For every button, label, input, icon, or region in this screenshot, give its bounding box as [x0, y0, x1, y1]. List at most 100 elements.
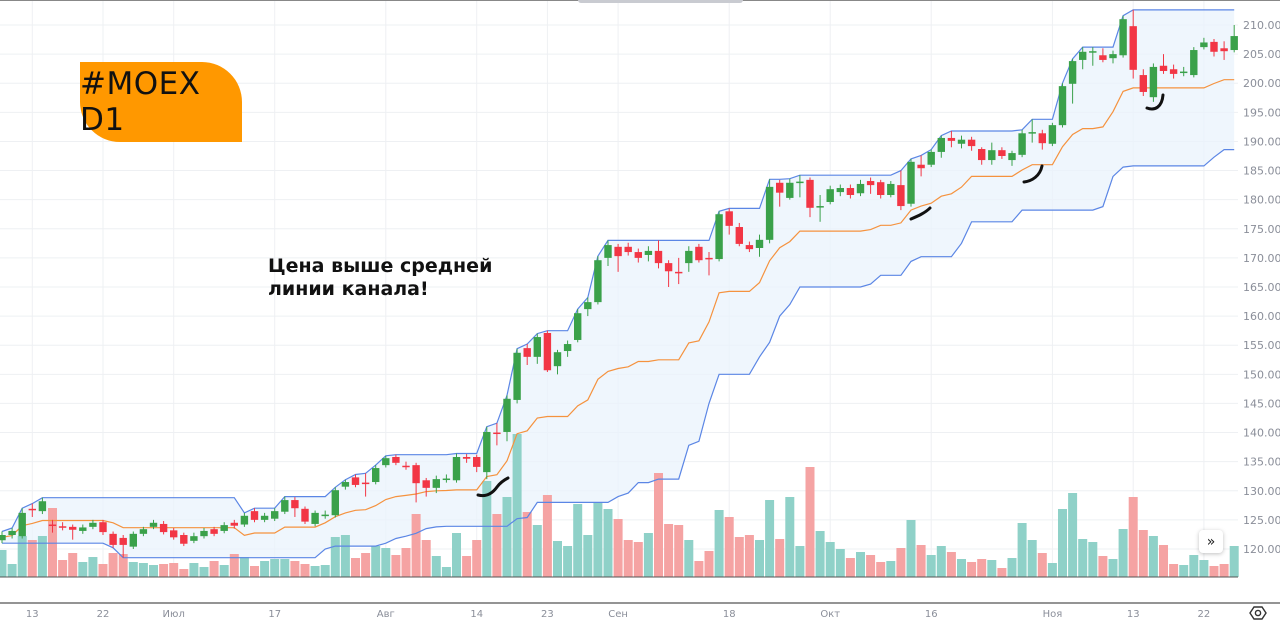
- candle-body: [0, 535, 6, 541]
- volume-bar: [1017, 523, 1027, 577]
- candle: [796, 175, 804, 198]
- candle: [291, 497, 299, 517]
- candle-body: [927, 151, 935, 165]
- candle-body: [402, 465, 410, 468]
- candle: [695, 243, 703, 263]
- volume-bar: [1169, 564, 1179, 577]
- volume-bar: [967, 562, 977, 577]
- volume-bar: [997, 568, 1007, 577]
- candle-body: [765, 186, 774, 240]
- price-axis-label: 150.00: [1243, 368, 1280, 381]
- candle: [1079, 47, 1087, 70]
- eye-icon[interactable]: [1249, 605, 1267, 621]
- volume-bar: [896, 548, 906, 577]
- volume-bar: [926, 555, 936, 577]
- candle-body: [361, 482, 370, 485]
- candle-body: [1119, 19, 1127, 56]
- candle-body: [109, 533, 117, 545]
- candle: [432, 475, 440, 494]
- candle-body: [998, 150, 1006, 156]
- volume-bar: [987, 560, 997, 577]
- candle: [119, 535, 127, 558]
- double-chevron-right-icon: »: [1206, 533, 1216, 550]
- candle-body: [28, 508, 36, 511]
- volume-bar: [189, 563, 199, 577]
- candle: [1119, 15, 1127, 58]
- candle: [301, 506, 309, 524]
- volume-bar: [906, 520, 916, 577]
- volume-bar: [563, 546, 573, 577]
- candles: [0, 9, 1238, 558]
- candle: [159, 521, 168, 535]
- price-axis-label: 160.00: [1243, 310, 1280, 323]
- time-axis-label: 22: [1198, 609, 1211, 620]
- volume-bar: [209, 561, 219, 577]
- volume-bar: [391, 555, 401, 577]
- price-axis-label: 140.00: [1243, 427, 1280, 440]
- candle-body: [301, 508, 309, 522]
- volume-bar: [128, 562, 138, 577]
- candle: [1190, 47, 1198, 78]
- candle: [786, 178, 794, 200]
- volume-bar: [704, 551, 714, 577]
- scroll-to-realtime-button[interactable]: »: [1199, 530, 1223, 553]
- candle-body: [988, 150, 996, 161]
- candle-body: [1169, 69, 1178, 74]
- volume-bar: [1007, 558, 1017, 577]
- candle: [58, 522, 67, 531]
- candle-body: [462, 456, 471, 459]
- volume-bar: [724, 517, 734, 577]
- candle: [765, 179, 774, 244]
- candle: [957, 135, 966, 149]
- candle-body: [159, 523, 168, 533]
- volume-bar: [138, 563, 148, 577]
- candle: [462, 454, 471, 463]
- volume-bar: [1047, 563, 1057, 577]
- candle-body: [543, 332, 552, 371]
- candle: [836, 184, 844, 197]
- volume-bar: [866, 555, 876, 577]
- candle-body: [967, 139, 976, 147]
- volume-bar: [452, 533, 461, 577]
- candle-body: [331, 490, 339, 516]
- volume-bar: [674, 525, 684, 577]
- price-axis-label: 205.00: [1243, 48, 1280, 61]
- volume-bar: [179, 569, 189, 577]
- candle-body: [1139, 75, 1147, 92]
- candle: [675, 257, 683, 285]
- candle-body: [513, 352, 521, 400]
- volume-bar: [58, 560, 68, 577]
- volume-bar: [381, 548, 391, 577]
- candle: [1149, 63, 1158, 102]
- price-axis-label: 135.00: [1243, 456, 1280, 469]
- candle-body: [170, 530, 178, 538]
- volume-bar: [512, 434, 522, 577]
- candle-body: [372, 468, 380, 483]
- candle: [1038, 129, 1046, 150]
- candle: [1008, 150, 1016, 166]
- volume-bar: [613, 519, 623, 577]
- volume-bar: [351, 558, 360, 577]
- volume-bar: [1148, 536, 1158, 577]
- candle: [341, 479, 350, 490]
- candle: [210, 526, 218, 537]
- annotation-text: Цена выше средней линии канала!: [268, 255, 493, 300]
- candle-body: [563, 344, 572, 352]
- candle-body: [897, 185, 905, 207]
- candle: [1139, 69, 1147, 97]
- price-axis-label: 155.00: [1243, 339, 1280, 352]
- candle-body: [422, 480, 430, 488]
- top-drag-handle[interactable]: [578, 0, 743, 3]
- candle: [816, 195, 824, 222]
- volume-bar: [441, 567, 451, 577]
- volume-bar: [199, 567, 209, 577]
- candle-body: [503, 398, 511, 432]
- candle: [877, 179, 885, 199]
- volume-bar: [522, 512, 532, 577]
- volume-bars: [0, 434, 1239, 577]
- candle-body: [1109, 54, 1117, 59]
- volume-bar: [290, 561, 300, 577]
- candle: [38, 497, 47, 515]
- volume-bar: [421, 540, 431, 577]
- candle: [1169, 64, 1178, 79]
